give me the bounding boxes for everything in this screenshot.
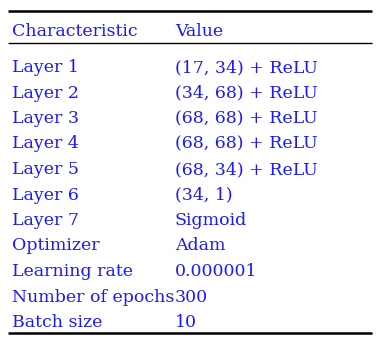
Text: (17, 34) + ReLU: (17, 34) + ReLU xyxy=(175,59,318,76)
Text: Layer 1: Layer 1 xyxy=(12,59,79,76)
Text: Sigmoid: Sigmoid xyxy=(175,212,247,229)
Text: Batch size: Batch size xyxy=(12,314,102,331)
Text: 300: 300 xyxy=(175,288,208,306)
Text: Optimizer: Optimizer xyxy=(12,237,100,254)
Text: Number of epochs: Number of epochs xyxy=(12,288,174,306)
Text: (68, 34) + ReLU: (68, 34) + ReLU xyxy=(175,161,318,178)
Text: Layer 5: Layer 5 xyxy=(12,161,79,178)
Text: Adam: Adam xyxy=(175,237,225,254)
Text: Layer 2: Layer 2 xyxy=(12,85,79,102)
Text: Layer 7: Layer 7 xyxy=(12,212,79,229)
Text: (34, 68) + ReLU: (34, 68) + ReLU xyxy=(175,85,318,102)
Text: (34, 1): (34, 1) xyxy=(175,187,233,204)
Text: Layer 6: Layer 6 xyxy=(12,187,79,204)
Text: (68, 68) + ReLU: (68, 68) + ReLU xyxy=(175,135,318,152)
Text: 0.000001: 0.000001 xyxy=(175,263,258,280)
Text: Characteristic: Characteristic xyxy=(12,23,138,40)
Text: Value: Value xyxy=(175,23,223,40)
Text: Layer 4: Layer 4 xyxy=(12,135,79,152)
Text: (68, 68) + ReLU: (68, 68) + ReLU xyxy=(175,110,318,127)
Text: Learning rate: Learning rate xyxy=(12,263,133,280)
Text: 10: 10 xyxy=(175,314,197,331)
Text: Layer 3: Layer 3 xyxy=(12,110,79,127)
